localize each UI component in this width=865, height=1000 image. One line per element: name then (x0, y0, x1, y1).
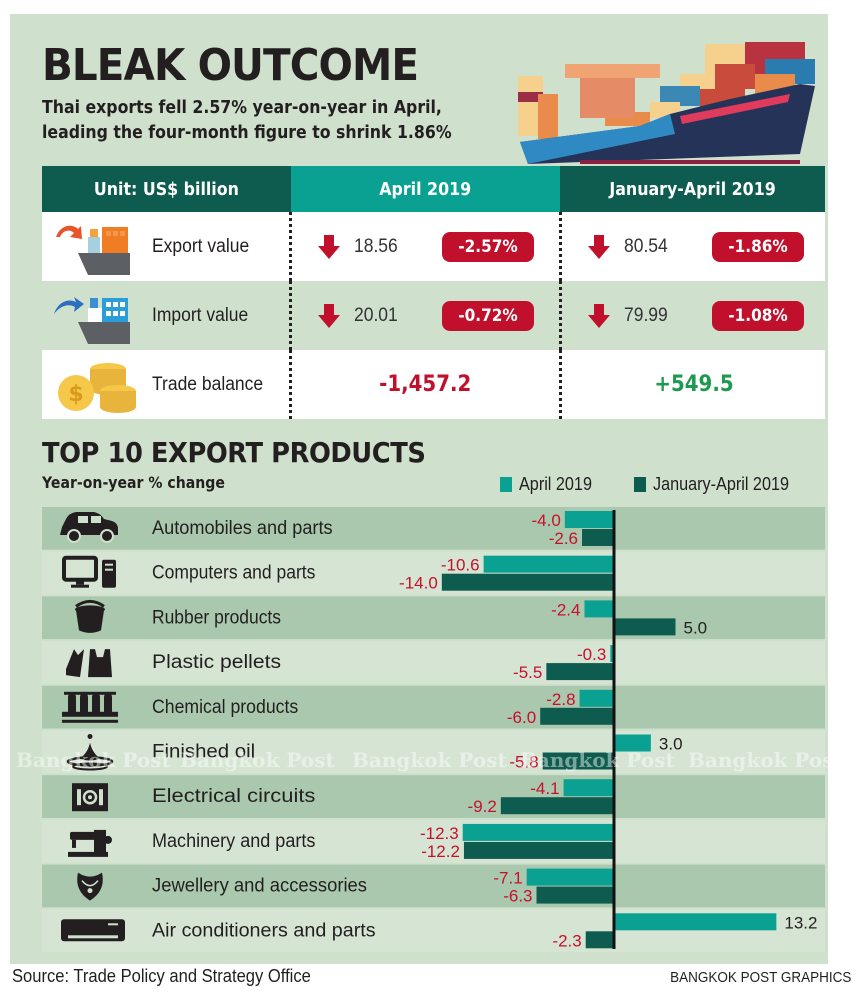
legend-label-april: April 2019 (519, 474, 592, 494)
export-ship-icon (56, 225, 130, 275)
legend-swatch-april (500, 477, 512, 492)
watermark: Bangkok Post (520, 748, 675, 772)
chart-title: TOP 10 EXPORT PRODUCTS (42, 436, 426, 469)
april-export-change-badge: -2.57% (442, 231, 535, 262)
watermark: Bangkok Post (688, 748, 843, 772)
summary-table: Unit: US$ billion April 2019 January-Apr… (42, 166, 825, 419)
source-note: Source: Trade Policy and Strategy Office (12, 966, 311, 986)
ytd-import-change-badge: -1.08% (712, 300, 805, 331)
table-row-export: Export value 18.56 -2.57% 80.54 -1.86% (42, 212, 825, 281)
header-april-2019: April 2019 (291, 166, 560, 212)
legend-label-ytd: January-April 2019 (653, 474, 789, 494)
row-label-export: Export value (152, 235, 250, 257)
table-row-trade-balance: $ Trade balance -1,457.2 +549.5 (42, 350, 825, 419)
down-arrow-icon (318, 303, 341, 328)
legend-swatch-ytd (634, 477, 646, 492)
row-label-trade-balance: Trade balance (152, 373, 264, 395)
legend-item-april: April 2019 (500, 474, 600, 495)
ytd-import-value: 79.99 (624, 304, 668, 326)
april-export-value: 18.56 (354, 235, 398, 257)
watermark: Bangkok Post (352, 748, 507, 772)
watermark: Bangkok Post (180, 748, 335, 772)
header-unit: Unit: US$ billion (42, 166, 291, 212)
table-row-import: Import value 20.01 -0.72% 79.99 -1.08% (42, 281, 825, 350)
coins-icon: $ (58, 362, 136, 413)
april-import-value: 20.01 (354, 304, 398, 326)
chart-subtitle: Year-on-year % change (42, 473, 225, 492)
april-trade-balance: -1,457.2 (379, 372, 472, 397)
april-import-change-badge: -0.72% (442, 300, 535, 331)
row-label-import: Import value (152, 304, 249, 326)
watermark: Bangkok Post (16, 748, 171, 772)
subtitle: Thai exports fell 2.57% year-on-year in … (42, 96, 452, 146)
down-arrow-icon (588, 234, 611, 259)
down-arrow-icon (588, 303, 611, 328)
page-title: BLEAK OUTCOME (42, 40, 419, 91)
ytd-trade-balance: +549.5 (653, 372, 734, 397)
graphics-credit: BANGKOK POST GRAPHICS (669, 969, 851, 986)
down-arrow-icon (318, 234, 341, 259)
import-ship-icon (54, 296, 130, 344)
cargo-ship-illustration (518, 42, 815, 164)
header-jan-apr-2019: January-April 2019 (560, 166, 825, 212)
subtitle-line-1: Thai exports fell 2.57% year-on-year in … (42, 98, 442, 118)
svg-text:$: $ (68, 382, 83, 407)
subtitle-line-2: leading the four-month figure to shrink … (42, 123, 452, 143)
ytd-export-change-badge: -1.86% (712, 231, 805, 262)
table-header: Unit: US$ billion April 2019 January-Apr… (42, 166, 825, 212)
legend-item-ytd: January-April 2019 (634, 474, 804, 495)
ytd-export-value: 80.54 (624, 235, 668, 257)
